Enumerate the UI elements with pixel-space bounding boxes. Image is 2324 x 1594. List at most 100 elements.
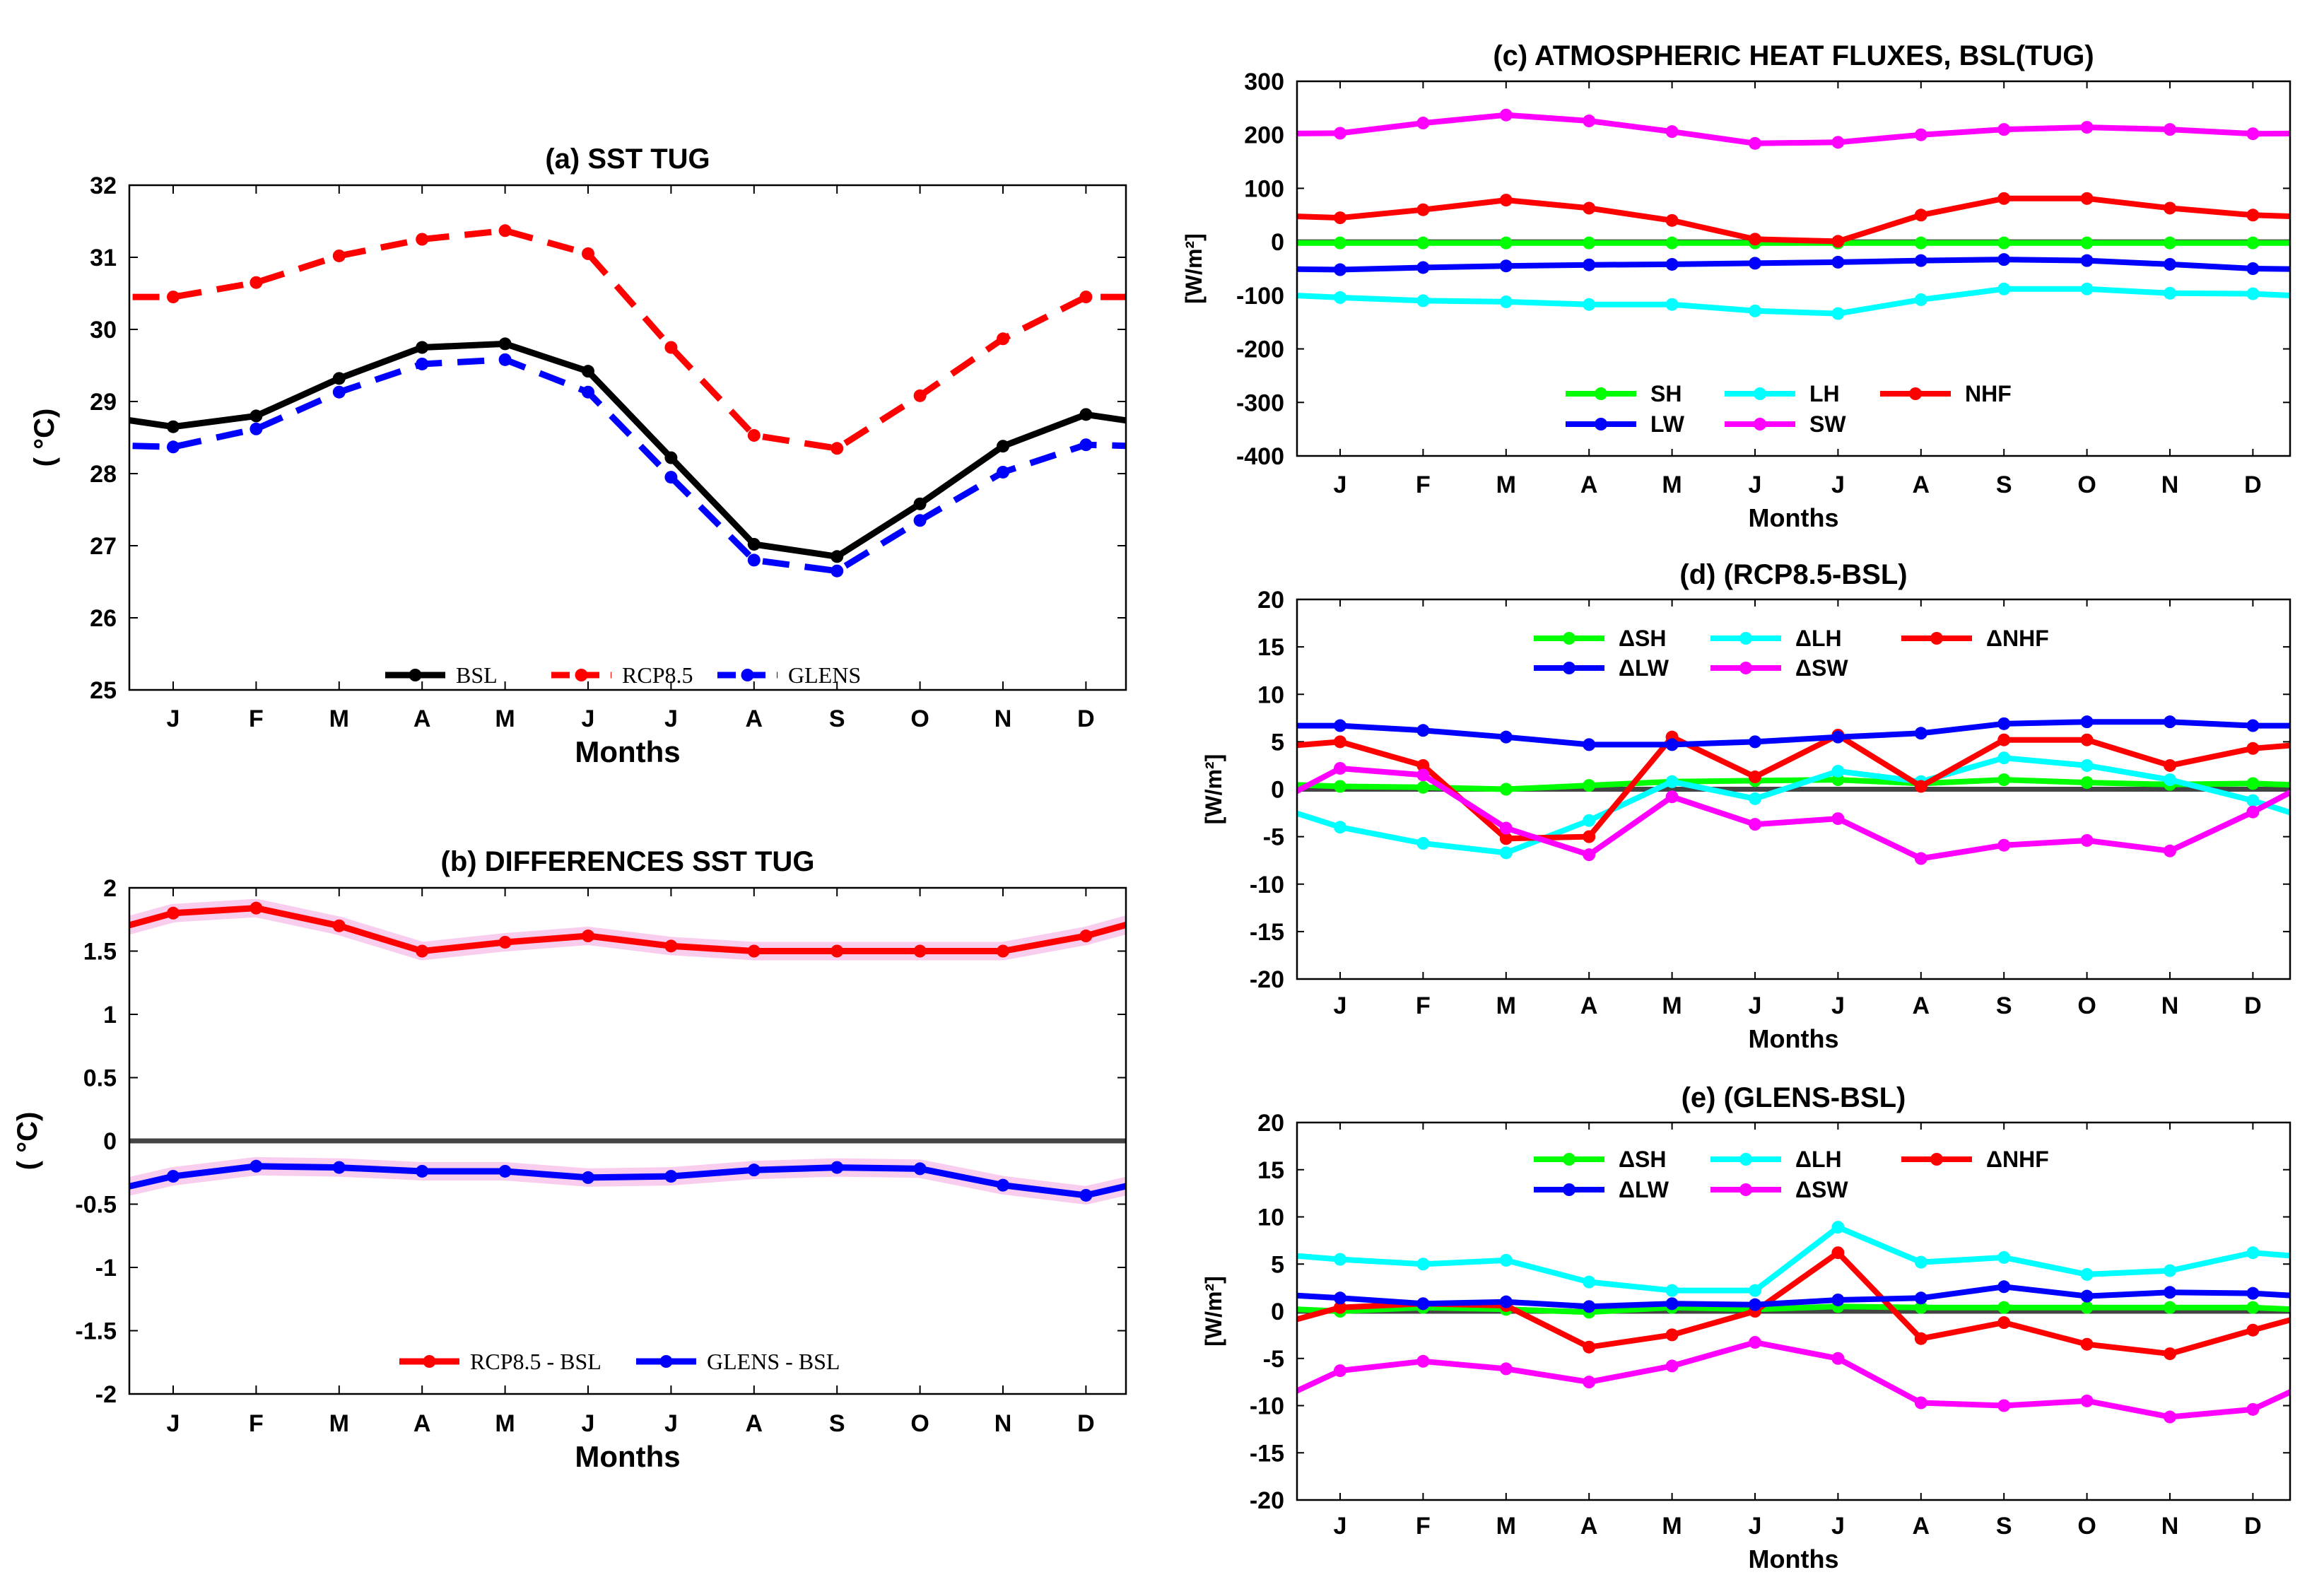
y-tick-label: -20 — [1250, 1487, 1284, 1514]
series-line-ΔNHF — [1297, 732, 2290, 842]
legend-marker-BSL — [409, 669, 422, 681]
legend-label: GLENS - BSL — [707, 1349, 840, 1374]
data-point-ΔSH — [1997, 1301, 2011, 1314]
x-tick-label: J — [167, 705, 180, 732]
data-point-ΔSW — [1749, 818, 1761, 831]
series-line-ΔSW — [1297, 1340, 2290, 1420]
data-point-LW — [1914, 254, 1927, 267]
data-point-LW — [1665, 257, 1679, 271]
x-tick-label: O — [2077, 471, 2096, 498]
legend-marker-ΔSW — [1739, 1183, 1752, 1196]
y-tick-label: -100 — [1236, 283, 1284, 310]
data-point-SH — [1997, 236, 2011, 250]
x-tick-label: D — [1077, 1410, 1095, 1437]
y-axis-label: [W/m²] — [1181, 233, 1207, 304]
data-point-NHF — [1583, 201, 1596, 215]
data-point-LH — [2164, 286, 2176, 300]
data-point-ΔLW — [2164, 715, 2176, 729]
y-tick-label: -10 — [1250, 1393, 1284, 1420]
data-point-ΔNHF — [2164, 758, 2176, 772]
legend-label: ΔNHF — [1986, 626, 2049, 651]
data-point-SW — [1334, 127, 1346, 140]
x-tick-label: O — [910, 705, 929, 732]
data-point-BSL — [1079, 408, 1093, 421]
y-tick-label: 20 — [1257, 587, 1284, 614]
data-point-ΔSW — [2080, 1394, 2094, 1407]
data-point-ΔSW — [1914, 852, 1927, 865]
data-point-ΔLH — [1997, 1250, 2011, 1264]
series-line-RCP8.5 - BSL — [129, 905, 1126, 954]
y-tick-label: 29 — [90, 389, 117, 416]
chart-title: (e) (GLENS-BSL) — [1682, 1082, 1906, 1113]
x-tick-label: O — [2077, 1513, 2096, 1540]
legend-marker-ΔLH — [1739, 1153, 1752, 1166]
x-tick-label: N — [994, 705, 1012, 732]
data-point-ΔSW — [2246, 805, 2260, 819]
x-tick-label: J — [1831, 471, 1845, 498]
data-point-RCP8.5 — [664, 341, 678, 354]
legend-label: ΔSH — [1619, 626, 1666, 651]
data-point-ΔLW — [2246, 1287, 2260, 1300]
data-point-ΔSW — [1334, 1364, 1346, 1378]
data-point-ΔLH — [1831, 764, 1845, 778]
plot-frame — [1296, 1121, 2291, 1501]
legend-label: RCP8.5 - BSL — [470, 1349, 601, 1374]
x-tick-label: O — [2077, 992, 2096, 1019]
x-tick-label: A — [1913, 992, 1930, 1019]
legend-label: ΔLH — [1795, 1147, 1842, 1172]
data-point-ΔNHF — [2080, 733, 2094, 746]
data-point-LH — [1334, 291, 1346, 304]
data-point-GLENS — [664, 471, 678, 484]
data-point-GLENS - BSL — [997, 1178, 1009, 1192]
data-point-GLENS - BSL — [1079, 1188, 1093, 1202]
legend-label: ΔLH — [1795, 626, 1842, 651]
data-point-ΔLH — [1665, 775, 1679, 788]
x-tick-label: J — [582, 1410, 595, 1437]
series-line-ΔLW — [1297, 719, 2290, 748]
data-point-NHF — [2080, 192, 2094, 205]
x-tick-label: J — [1831, 992, 1845, 1019]
data-point-LH — [1914, 293, 1927, 306]
data-point-ΔLW — [1831, 730, 1845, 744]
legend-marker-GLENS - BSL — [659, 1355, 673, 1368]
panel-d: (d) (RCP8.5-BSL) -20 -15 -10 -5 0 5 10 15 20 J F M A M… — [1201, 559, 2291, 1053]
x-tick-label: D — [2244, 471, 2262, 498]
data-point-GLENS — [582, 385, 594, 399]
y-tick-label: 32 — [90, 172, 117, 199]
data-point-SW — [1914, 128, 1927, 141]
data-point-SH — [1499, 236, 1513, 250]
legend-label: SH — [1650, 381, 1682, 406]
y-tick-label: -400 — [1236, 443, 1284, 470]
legend-marker-LW — [1595, 418, 1607, 430]
legend-label: BSL — [456, 662, 498, 688]
data-point-ΔLH — [1749, 1284, 1761, 1297]
data-point-NHF — [2246, 209, 2260, 222]
data-point-ΔLW — [2246, 719, 2260, 732]
data-point-ΔLH — [1416, 837, 1430, 850]
chart-title: (a) SST TUG — [545, 143, 710, 175]
x-tick-label: S — [829, 1410, 845, 1437]
x-tick-label: A — [1913, 471, 1930, 498]
y-tick-label: 26 — [90, 605, 117, 632]
data-point-RCP8.5 — [250, 276, 263, 289]
data-point-ΔNHF — [1831, 1246, 1845, 1260]
x-tick-label: M — [329, 705, 349, 732]
data-point-GLENS - BSL — [664, 1170, 678, 1183]
panel-e: (e) (GLENS-BSL) -20 -15 -10 -5 0 5 10 15 20 J F M A M J… — [1201, 1082, 2291, 1574]
x-tick-label: N — [2161, 471, 2179, 498]
data-point-ΔLW — [1914, 727, 1927, 740]
data-point-RCP8.5 — [913, 389, 927, 402]
data-point-ΔLH — [2080, 1267, 2094, 1281]
data-point-ΔSH — [2164, 1301, 2176, 1314]
series-line-ΔLH — [1297, 755, 2290, 856]
data-point-LW — [1416, 261, 1430, 274]
data-point-BSL — [250, 409, 263, 423]
x-tick-label: F — [249, 705, 264, 732]
data-point-GLENS — [1079, 438, 1093, 452]
data-point-ΔSW — [2246, 1402, 2260, 1416]
data-point-ΔNHF — [1334, 735, 1346, 749]
data-point-GLENS — [250, 422, 263, 435]
series-group — [1297, 108, 2290, 320]
series-line-ΔLH — [1297, 1224, 2290, 1294]
data-point-ΔLH — [2246, 1246, 2260, 1260]
